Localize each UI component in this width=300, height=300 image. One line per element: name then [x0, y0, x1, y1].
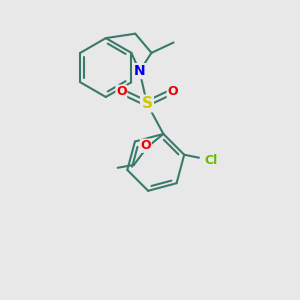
Text: O: O — [116, 85, 127, 98]
Text: S: S — [141, 96, 152, 111]
Text: O: O — [167, 85, 178, 98]
Text: O: O — [140, 139, 151, 152]
Text: N: N — [134, 64, 146, 78]
Text: Cl: Cl — [205, 154, 218, 167]
